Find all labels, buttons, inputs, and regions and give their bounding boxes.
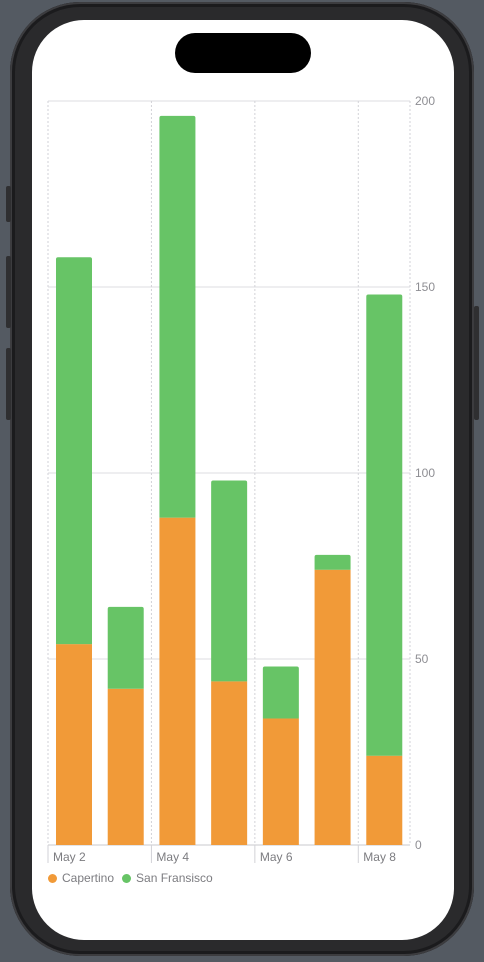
bar-segment (366, 755, 403, 845)
chart-legend: Capertino San Fransisco (48, 871, 221, 885)
dynamic-island (175, 33, 311, 73)
legend-item: San Fransisco (122, 871, 213, 885)
bar-segment (159, 115, 196, 518)
bar-segment (211, 480, 248, 682)
power-button (474, 306, 479, 420)
y-tick-label: 200 (415, 94, 435, 108)
bar-segment (107, 688, 144, 845)
y-tick-label: 0 (415, 838, 422, 852)
action-button (6, 186, 11, 222)
legend-dot (122, 873, 132, 883)
bar-segment (211, 681, 248, 845)
x-tick-label: May 6 (260, 850, 293, 864)
legend-label: Capertino (62, 871, 115, 885)
bar-segment (262, 718, 299, 845)
bar-segment (56, 257, 92, 645)
volume-down-button (6, 348, 11, 420)
x-tick-label: May 2 (53, 850, 86, 864)
volume-up-button (6, 256, 11, 328)
y-tick-label: 50 (415, 652, 429, 666)
x-tick-label: May 4 (156, 850, 189, 864)
x-tick-label: May 8 (363, 850, 396, 864)
legend-item: Capertino (48, 871, 114, 885)
bar-segment (366, 294, 403, 756)
bar-segment (262, 666, 299, 719)
bar-segment (107, 606, 144, 689)
bar-segment (159, 517, 196, 845)
y-tick-label: 100 (415, 466, 435, 480)
bar-segment (56, 644, 92, 845)
legend-dot (48, 873, 57, 883)
y-tick-label: 150 (415, 280, 435, 294)
legend-label: San Fransisco (136, 871, 213, 885)
bar-segment (314, 554, 351, 570)
bar-segment (314, 569, 351, 845)
